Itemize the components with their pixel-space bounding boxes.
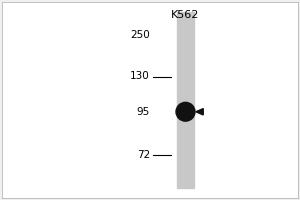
Text: 130: 130 [130,72,150,81]
Text: 95: 95 [137,107,150,117]
Text: K562: K562 [171,10,200,20]
Polygon shape [196,109,203,115]
Ellipse shape [176,102,195,121]
Text: 72: 72 [137,150,150,160]
Text: 250: 250 [130,30,150,40]
Bar [177,12,194,188]
